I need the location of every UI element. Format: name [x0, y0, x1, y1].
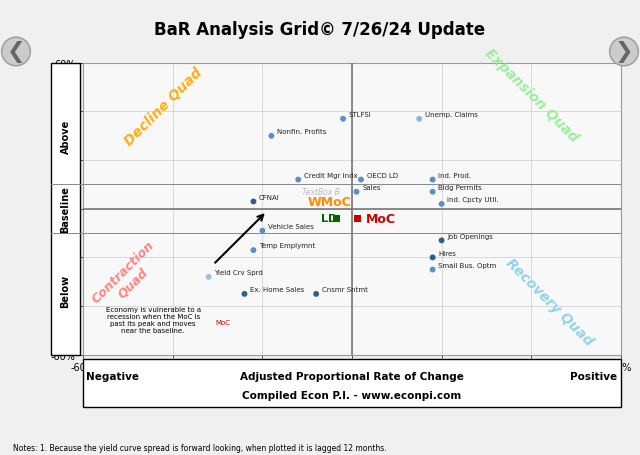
Text: Decline Quad: Decline Quad: [122, 66, 205, 149]
Text: Job Openings: Job Openings: [447, 233, 493, 239]
Text: Ex. Home Sales: Ex. Home Sales: [250, 287, 304, 293]
Text: Positive: Positive: [570, 371, 618, 381]
Point: [428, 177, 438, 184]
Text: Below: Below: [61, 274, 70, 308]
Text: ❯: ❯: [614, 41, 634, 63]
Text: Baseline: Baseline: [61, 186, 70, 233]
Point: [352, 215, 362, 222]
Text: CFNAI: CFNAI: [259, 194, 280, 200]
Point: [436, 237, 447, 244]
Point: [332, 215, 342, 222]
Point: [248, 198, 259, 206]
Text: Nonfin. Profits: Nonfin. Profits: [277, 129, 326, 135]
Text: LD: LD: [321, 214, 337, 224]
Text: ❮: ❮: [6, 41, 26, 63]
Text: Expansion Quad: Expansion Quad: [482, 46, 580, 145]
Text: Negative: Negative: [86, 371, 140, 381]
Text: MoC: MoC: [365, 212, 396, 226]
Point: [428, 254, 438, 262]
Text: STLFSI: STLFSI: [349, 112, 371, 118]
Text: Unemp. Claims: Unemp. Claims: [425, 112, 477, 118]
Point: [436, 201, 447, 208]
Point: [293, 177, 303, 184]
Text: Recovery Quad: Recovery Quad: [503, 255, 595, 348]
Text: Economy is vulnerable to a
recession when the MoC is
past its peak and moves
nea: Economy is vulnerable to a recession whe…: [106, 306, 201, 334]
Point: [311, 291, 321, 298]
Text: Notes: 1. Because the yield curve spread is forward looking, when plotted it is : Notes: 1. Because the yield curve spread…: [13, 443, 387, 451]
Text: Hires: Hires: [438, 250, 456, 256]
Text: Credit Mgr Indx: Credit Mgr Indx: [304, 172, 357, 178]
Point: [356, 177, 366, 184]
Text: Yield Crv Sprd: Yield Crv Sprd: [214, 269, 263, 275]
Point: [338, 116, 348, 123]
Text: MoC: MoC: [215, 320, 230, 326]
Text: Vehicle Sales: Vehicle Sales: [268, 223, 314, 229]
Text: Temp Emplymnt: Temp Emplymnt: [259, 243, 316, 249]
Point: [239, 291, 250, 298]
Point: [428, 266, 438, 273]
Point: [266, 133, 276, 140]
Text: Bldg Permits: Bldg Permits: [438, 185, 482, 191]
Point: [204, 273, 214, 281]
Point: [428, 189, 438, 196]
Point: [351, 189, 362, 196]
Text: WMoC: WMoC: [307, 196, 351, 208]
Text: Small Bus. Optm: Small Bus. Optm: [438, 262, 497, 268]
Text: Compiled Econ P.I. - www.econpi.com: Compiled Econ P.I. - www.econpi.com: [243, 390, 461, 400]
Text: TextBox B: TextBox B: [301, 188, 340, 197]
Text: Sales: Sales: [362, 185, 381, 191]
Text: BaR Analysis Grid© 7/26/24 Update: BaR Analysis Grid© 7/26/24 Update: [154, 20, 486, 39]
Text: Contraction
Quad: Contraction Quad: [89, 238, 167, 316]
Text: Ind. Prod.: Ind. Prod.: [438, 172, 471, 178]
Text: Cnsmr Sntmt: Cnsmr Sntmt: [322, 287, 367, 293]
Text: Ind. Cpcty Util.: Ind. Cpcty Util.: [447, 197, 499, 202]
Point: [414, 116, 424, 123]
Text: Above: Above: [61, 119, 70, 154]
Point: [248, 247, 259, 254]
Text: OECD LD: OECD LD: [367, 172, 397, 178]
Text: Adjusted Proportional Rate of Change: Adjusted Proportional Rate of Change: [240, 371, 464, 381]
Point: [257, 228, 268, 235]
